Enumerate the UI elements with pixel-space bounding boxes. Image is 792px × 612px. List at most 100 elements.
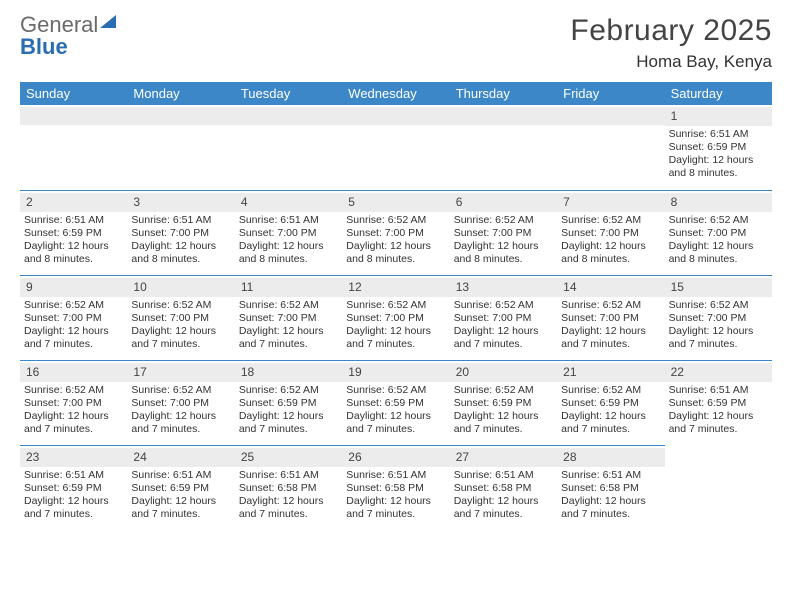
sunset-text: Sunset: 7:00 PM (346, 227, 445, 240)
logo-triangle-icon (100, 15, 116, 28)
day-number: 4 (235, 193, 342, 212)
daylight-text: Daylight: 12 hours and 7 minutes. (454, 325, 553, 351)
sunrise-text: Sunrise: 6:52 AM (669, 214, 768, 227)
calendar-cell (450, 105, 557, 190)
day-number (450, 107, 557, 125)
day-number: 23 (20, 448, 127, 467)
sunset-text: Sunset: 7:00 PM (454, 312, 553, 325)
daylight-text: Daylight: 12 hours and 7 minutes. (346, 495, 445, 521)
sunrise-text: Sunrise: 6:52 AM (561, 214, 660, 227)
day-number: 19 (342, 363, 449, 382)
sunset-text: Sunset: 7:00 PM (131, 227, 230, 240)
calendar-cell: 8Sunrise: 6:52 AMSunset: 7:00 PMDaylight… (665, 190, 772, 275)
sunrise-text: Sunrise: 6:52 AM (454, 299, 553, 312)
sunset-text: Sunset: 7:00 PM (24, 312, 123, 325)
weekday-header: Thursday (450, 82, 557, 105)
sunset-text: Sunset: 6:59 PM (24, 227, 123, 240)
daylight-text: Daylight: 12 hours and 8 minutes. (346, 240, 445, 266)
day-number (127, 107, 234, 125)
sunrise-text: Sunrise: 6:52 AM (239, 384, 338, 397)
day-number (342, 107, 449, 125)
calendar-cell: 9Sunrise: 6:52 AMSunset: 7:00 PMDaylight… (20, 275, 127, 360)
day-number: 6 (450, 193, 557, 212)
day-number: 2 (20, 193, 127, 212)
location-subtitle: Homa Bay, Kenya (570, 52, 772, 72)
sunrise-text: Sunrise: 6:51 AM (239, 214, 338, 227)
calendar-cell: 4Sunrise: 6:51 AMSunset: 7:00 PMDaylight… (235, 190, 342, 275)
day-number: 22 (665, 363, 772, 382)
calendar-cell: 23Sunrise: 6:51 AMSunset: 6:59 PMDayligh… (20, 445, 127, 530)
day-number: 24 (127, 448, 234, 467)
sunrise-text: Sunrise: 6:52 AM (346, 214, 445, 227)
sunrise-text: Sunrise: 6:51 AM (24, 214, 123, 227)
sunset-text: Sunset: 6:58 PM (561, 482, 660, 495)
calendar-cell: 21Sunrise: 6:52 AMSunset: 6:59 PMDayligh… (557, 360, 664, 445)
calendar-cell: 25Sunrise: 6:51 AMSunset: 6:58 PMDayligh… (235, 445, 342, 530)
sunset-text: Sunset: 6:59 PM (669, 141, 768, 154)
daylight-text: Daylight: 12 hours and 8 minutes. (561, 240, 660, 266)
calendar-cell: 11Sunrise: 6:52 AMSunset: 7:00 PMDayligh… (235, 275, 342, 360)
sunrise-text: Sunrise: 6:51 AM (131, 214, 230, 227)
sunset-text: Sunset: 7:00 PM (131, 312, 230, 325)
calendar-cell: 18Sunrise: 6:52 AMSunset: 6:59 PMDayligh… (235, 360, 342, 445)
calendar-cell: 24Sunrise: 6:51 AMSunset: 6:59 PMDayligh… (127, 445, 234, 530)
day-number: 12 (342, 278, 449, 297)
daylight-text: Daylight: 12 hours and 7 minutes. (131, 325, 230, 351)
day-number: 27 (450, 448, 557, 467)
daylight-text: Daylight: 12 hours and 7 minutes. (24, 325, 123, 351)
calendar-cell: 3Sunrise: 6:51 AMSunset: 7:00 PMDaylight… (127, 190, 234, 275)
sunrise-text: Sunrise: 6:52 AM (561, 384, 660, 397)
day-number: 11 (235, 278, 342, 297)
calendar-cell (665, 445, 772, 530)
calendar-cell: 22Sunrise: 6:51 AMSunset: 6:59 PMDayligh… (665, 360, 772, 445)
daylight-text: Daylight: 12 hours and 7 minutes. (669, 410, 768, 436)
weekday-header: Saturday (665, 82, 772, 105)
weekday-header-row: Sunday Monday Tuesday Wednesday Thursday… (20, 82, 772, 105)
daylight-text: Daylight: 12 hours and 7 minutes. (131, 410, 230, 436)
sunset-text: Sunset: 7:00 PM (669, 312, 768, 325)
daylight-text: Daylight: 12 hours and 8 minutes. (669, 240, 768, 266)
calendar-cell: 19Sunrise: 6:52 AMSunset: 6:59 PMDayligh… (342, 360, 449, 445)
sunset-text: Sunset: 7:00 PM (346, 312, 445, 325)
day-number: 18 (235, 363, 342, 382)
daylight-text: Daylight: 12 hours and 7 minutes. (669, 325, 768, 351)
sunset-text: Sunset: 6:59 PM (454, 397, 553, 410)
calendar-cell (20, 105, 127, 190)
logo: General Blue (20, 14, 116, 58)
calendar: Sunday Monday Tuesday Wednesday Thursday… (20, 82, 772, 530)
daylight-text: Daylight: 12 hours and 7 minutes. (454, 410, 553, 436)
daylight-text: Daylight: 12 hours and 8 minutes. (669, 154, 768, 180)
sunrise-text: Sunrise: 6:52 AM (454, 384, 553, 397)
sunset-text: Sunset: 6:59 PM (561, 397, 660, 410)
daylight-text: Daylight: 12 hours and 7 minutes. (346, 410, 445, 436)
page-header: General Blue February 2025 Homa Bay, Ken… (20, 14, 772, 72)
sunrise-text: Sunrise: 6:52 AM (24, 299, 123, 312)
calendar-cell: 17Sunrise: 6:52 AMSunset: 7:00 PMDayligh… (127, 360, 234, 445)
daylight-text: Daylight: 12 hours and 8 minutes. (454, 240, 553, 266)
day-number: 25 (235, 448, 342, 467)
sunrise-text: Sunrise: 6:52 AM (346, 384, 445, 397)
calendar-page: General Blue February 2025 Homa Bay, Ken… (0, 0, 792, 538)
day-number: 1 (665, 107, 772, 126)
sunrise-text: Sunrise: 6:51 AM (346, 469, 445, 482)
daylight-text: Daylight: 12 hours and 7 minutes. (239, 410, 338, 436)
calendar-cell: 13Sunrise: 6:52 AMSunset: 7:00 PMDayligh… (450, 275, 557, 360)
logo-text-blue: Blue (20, 34, 68, 59)
calendar-cell: 15Sunrise: 6:52 AMSunset: 7:00 PMDayligh… (665, 275, 772, 360)
day-number: 15 (665, 278, 772, 297)
calendar-cell: 10Sunrise: 6:52 AMSunset: 7:00 PMDayligh… (127, 275, 234, 360)
calendar-cell: 6 Sunrise: 6:52 AMSunset: 7:00 PMDaylight… (450, 190, 557, 275)
calendar-cell: 16Sunrise: 6:52 AMSunset: 7:00 PMDayligh… (20, 360, 127, 445)
sunset-text: Sunset: 7:00 PM (454, 227, 553, 240)
daylight-text: Daylight: 12 hours and 8 minutes. (24, 240, 123, 266)
day-number: 28 (557, 448, 664, 467)
sunrise-text: Sunrise: 6:52 AM (454, 214, 553, 227)
daylight-text: Daylight: 12 hours and 7 minutes. (24, 410, 123, 436)
day-number: 17 (127, 363, 234, 382)
calendar-cell (235, 105, 342, 190)
day-number: 5 (342, 193, 449, 212)
daylight-text: Daylight: 12 hours and 7 minutes. (239, 495, 338, 521)
daylight-text: Daylight: 12 hours and 7 minutes. (454, 495, 553, 521)
sunset-text: Sunset: 6:58 PM (346, 482, 445, 495)
calendar-cell: 2 Sunrise: 6:51 AMSunset: 6:59 PMDaylight… (20, 190, 127, 275)
